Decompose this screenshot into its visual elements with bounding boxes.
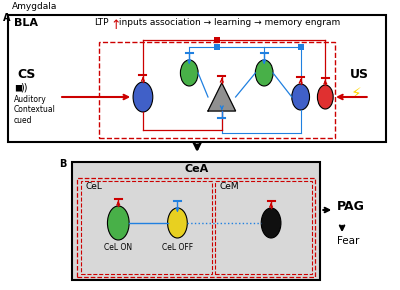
Text: CeL OFF: CeL OFF — [162, 243, 193, 252]
Ellipse shape — [318, 85, 333, 109]
Text: CeL: CeL — [86, 182, 103, 191]
Text: inputs association → learning → memory engram: inputs association → learning → memory e… — [116, 18, 340, 27]
Text: )): )) — [21, 82, 28, 92]
Text: B: B — [59, 159, 66, 169]
Bar — [214, 44, 220, 50]
Text: A: A — [3, 13, 10, 23]
Ellipse shape — [180, 60, 198, 86]
Text: ⚡: ⚡ — [351, 86, 362, 101]
Text: ↑: ↑ — [110, 19, 121, 32]
Ellipse shape — [108, 206, 129, 240]
FancyBboxPatch shape — [72, 162, 320, 280]
Text: Auditory
Contextual
cued: Auditory Contextual cued — [14, 95, 56, 125]
Text: CeM: CeM — [220, 182, 240, 191]
Text: CS: CS — [18, 68, 36, 81]
Ellipse shape — [261, 208, 281, 238]
Ellipse shape — [292, 84, 310, 110]
Text: US: US — [350, 68, 369, 81]
Ellipse shape — [255, 60, 273, 86]
Text: Amygdala: Amygdala — [12, 2, 57, 11]
Text: BLA: BLA — [14, 18, 38, 28]
Text: ◼: ◼ — [14, 82, 22, 92]
FancyBboxPatch shape — [8, 15, 386, 142]
Bar — [214, 37, 220, 43]
Ellipse shape — [133, 82, 153, 112]
Text: PAG: PAG — [337, 200, 365, 213]
Ellipse shape — [168, 208, 187, 238]
Text: Fear: Fear — [337, 236, 360, 246]
Text: LTP: LTP — [94, 18, 108, 27]
Polygon shape — [208, 83, 236, 111]
Bar — [298, 44, 304, 50]
Text: CeL ON: CeL ON — [104, 243, 132, 252]
Text: CeA: CeA — [184, 164, 208, 174]
